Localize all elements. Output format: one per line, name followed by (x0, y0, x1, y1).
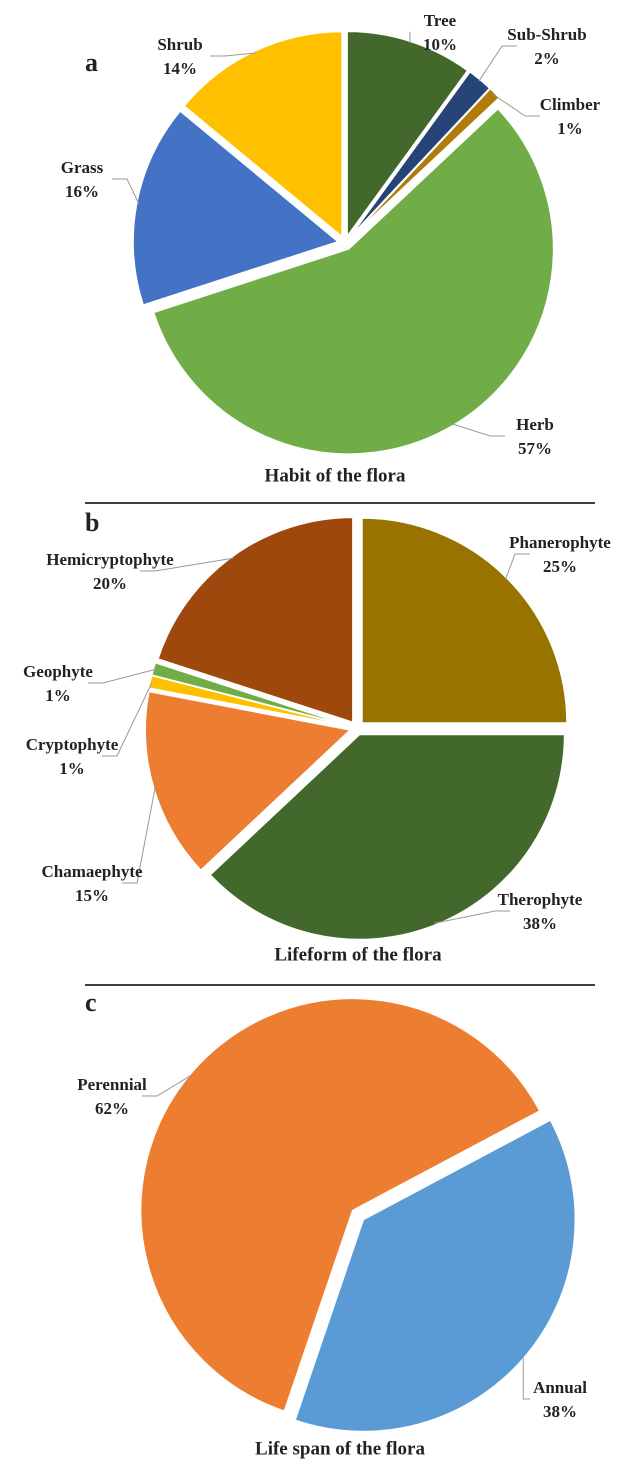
slice-label: Chamaephyte (41, 862, 143, 881)
slice-value-label: 57% (518, 439, 552, 458)
leader-line (112, 178, 140, 204)
leader-line (140, 557, 234, 572)
slice-label: Sub-Shrub (507, 25, 586, 44)
pie-slice (294, 1118, 577, 1433)
slice-label: Tree (424, 11, 457, 30)
slice-value-label: 15% (75, 886, 109, 905)
slice-value-label: 25% (543, 557, 577, 576)
slice-value-label: 20% (93, 574, 127, 593)
slice-label: Grass (61, 158, 104, 177)
leader-line (493, 94, 540, 117)
slice-label: Cryptophyte (26, 735, 119, 754)
slice-value-label: 1% (557, 119, 583, 138)
leader-line (434, 910, 510, 924)
slice-value-label: 10% (423, 35, 457, 54)
slice-value-label: 38% (543, 1402, 577, 1421)
pie-slice (346, 30, 469, 239)
pie-slice (209, 733, 566, 941)
slice-value-label: 38% (523, 914, 557, 933)
slice-value-label: 14% (163, 59, 197, 78)
slice-label: Climber (540, 95, 601, 114)
leader-line (451, 423, 505, 437)
slice-label: Therophyte (498, 890, 583, 909)
chart-title: Life span of the flora (255, 1438, 425, 1459)
slice-value-label: 1% (45, 686, 71, 705)
pie-slice (144, 690, 352, 872)
leader-line (505, 553, 530, 580)
pie-slice (361, 517, 568, 724)
slice-label: Hemicryptophyte (46, 550, 174, 569)
pie-slice (150, 661, 351, 727)
leader-line (142, 1073, 194, 1097)
pie-slice (139, 997, 541, 1413)
leader-line (88, 668, 156, 684)
leader-line (478, 45, 517, 82)
pie-slice (183, 30, 343, 239)
slice-label: Annual (533, 1378, 587, 1397)
slice-label: Perennial (77, 1075, 147, 1094)
slice-value-label: 1% (59, 759, 85, 778)
slice-label: Shrub (157, 35, 202, 54)
slice-label: Phanerophyte (509, 533, 611, 552)
leader-line (522, 1355, 530, 1400)
pie-slice (152, 107, 555, 455)
panel-label: c (85, 988, 97, 1017)
pie-slice (132, 109, 340, 306)
panel-label: a (85, 48, 98, 77)
leader-line (210, 52, 256, 57)
slice-value-label: 16% (65, 182, 99, 201)
slice-value-label: 2% (534, 49, 560, 68)
chart-title: Lifeform of the flora (274, 944, 442, 965)
chart-title: Habit of the flora (265, 465, 406, 486)
slice-label: Herb (516, 415, 554, 434)
slice-label: Geophyte (23, 662, 93, 681)
pie-slice (156, 516, 354, 724)
leader-line (102, 681, 153, 757)
pie-slice (349, 87, 501, 239)
slice-value-label: 62% (95, 1099, 129, 1118)
panel-label: b (85, 508, 99, 537)
leader-line (122, 786, 156, 884)
